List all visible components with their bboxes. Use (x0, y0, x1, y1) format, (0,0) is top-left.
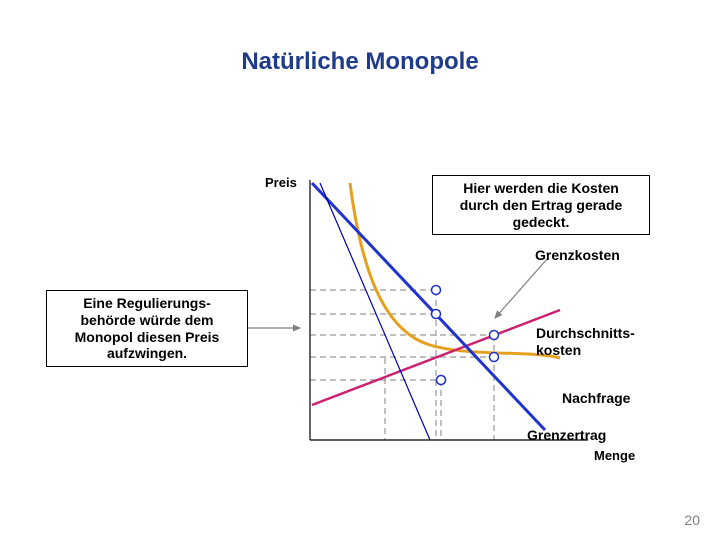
label-demand: Nachfrage (562, 390, 630, 407)
label-average-cost: Durchschnitts-kosten (536, 325, 635, 359)
y-axis-label: Preis (265, 175, 297, 191)
label-marginal-revenue: Grenzertrag (527, 427, 606, 444)
page-number: 20 (684, 512, 700, 528)
label-marginal-cost: Grenzkosten (535, 247, 620, 264)
annotation-box-regulator: Eine Regulierungs-behörde würde demMonop… (46, 290, 248, 367)
x-axis-label: Menge (594, 448, 635, 464)
annotation-box-costs-covered: Hier werden die Kostendurch den Ertrag g… (432, 175, 650, 235)
